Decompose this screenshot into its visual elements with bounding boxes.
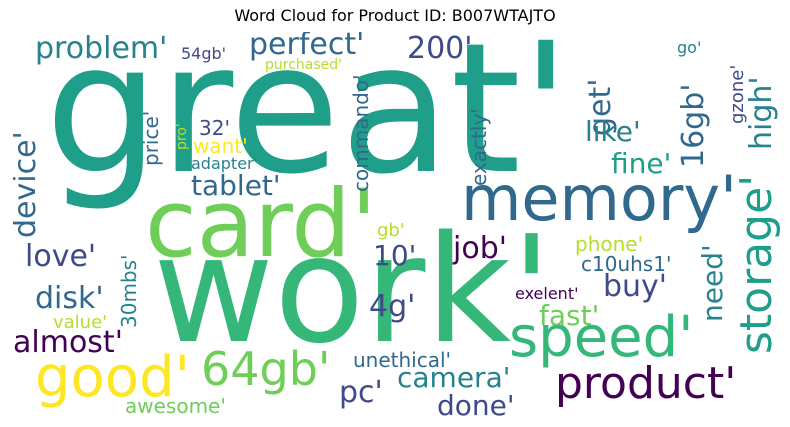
word-buy: buy' bbox=[603, 269, 668, 304]
word-want: want' bbox=[193, 134, 248, 158]
word-64gb: 64gb' bbox=[201, 342, 331, 396]
word-high: high' bbox=[744, 76, 779, 150]
word-tablet: tablet' bbox=[191, 169, 281, 202]
word-cloud: great' work' card' memory' speed' good' … bbox=[13, 32, 780, 417]
word-great: great' bbox=[45, 32, 571, 214]
word-pc: pc' bbox=[339, 375, 383, 410]
word-fast: fast' bbox=[539, 299, 600, 332]
word-pro: pro' bbox=[174, 123, 190, 150]
word-device: device' bbox=[13, 131, 43, 238]
word-16gb: 16gb' bbox=[676, 83, 711, 168]
word-fine: fine' bbox=[611, 147, 672, 180]
word-good: good' bbox=[35, 345, 191, 410]
word-go: go' bbox=[677, 38, 702, 57]
word-gb: gb' bbox=[377, 220, 405, 241]
word-phone: phone' bbox=[575, 232, 644, 256]
word-c10uhs1: c10uhs1' bbox=[581, 252, 672, 276]
word-almost: almost' bbox=[13, 325, 123, 360]
word-product: product' bbox=[555, 358, 737, 409]
word-memory: memory' bbox=[461, 162, 738, 235]
word-unethical: unethical' bbox=[353, 348, 452, 372]
word-adapter: adapter' bbox=[191, 154, 259, 173]
word-done: done' bbox=[437, 389, 515, 418]
word-200: 200' bbox=[407, 32, 473, 66]
word-commando: commando' bbox=[349, 74, 373, 192]
word-like: like' bbox=[585, 115, 641, 148]
word-card: card' bbox=[145, 170, 377, 279]
chart-title: Word Cloud for Product ID: B007WTAJTO bbox=[234, 6, 556, 25]
word-disk: disk' bbox=[35, 281, 104, 316]
word-camera: camera' bbox=[397, 361, 511, 394]
word-work: work' bbox=[153, 204, 552, 376]
word-problem: problem' bbox=[35, 32, 168, 66]
word-love: love' bbox=[25, 239, 97, 274]
word-perfect: perfect' bbox=[249, 32, 365, 62]
word-10: 10' bbox=[373, 239, 417, 272]
word-exactly: exactly' bbox=[467, 108, 491, 186]
word-32: 32' bbox=[199, 116, 230, 140]
word-job: job' bbox=[453, 231, 507, 266]
word-price: price' bbox=[139, 110, 163, 166]
word-value: value' bbox=[53, 312, 108, 333]
word-54gb: 54gb' bbox=[181, 44, 227, 63]
word-need: need' bbox=[696, 244, 729, 322]
word-4g: 4g' bbox=[369, 289, 416, 324]
word-30mbs: 30mbs' bbox=[117, 254, 141, 328]
word-awesome: awesome' bbox=[125, 394, 226, 417]
word-exelent: exelent' bbox=[515, 284, 579, 303]
word-gzone: gzone' bbox=[727, 64, 748, 124]
word-purchased: purchased' bbox=[265, 57, 342, 73]
word-speed: speed' bbox=[509, 305, 694, 370]
word-storage: storage' bbox=[731, 174, 780, 354]
